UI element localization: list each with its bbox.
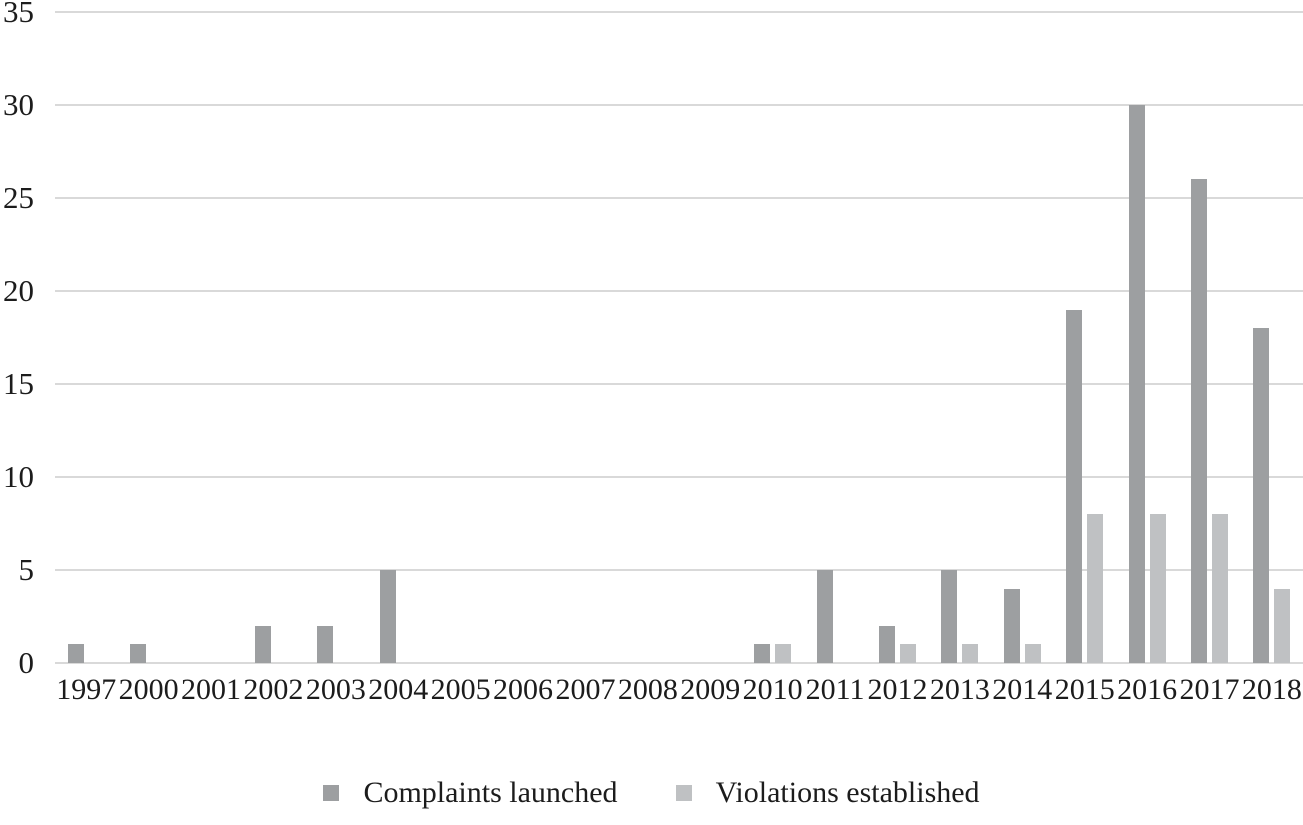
category-slot-2009 <box>679 12 741 663</box>
violations-bar-2012 <box>899 644 916 663</box>
complaints-bar-2014 <box>1003 588 1020 663</box>
legend-label-complaints: Complaints launched <box>363 776 618 809</box>
violations-bar-2014 <box>1024 644 1041 663</box>
category-slot-2004 <box>367 12 429 663</box>
x-tick-label-2010: 2010 <box>742 673 803 706</box>
complaints-bar-2002 <box>254 625 271 663</box>
category-slot-2016 <box>1116 12 1178 663</box>
category-slot-1997 <box>55 12 117 663</box>
complaints-bar-2013 <box>941 570 958 663</box>
gridline-10 <box>55 476 1303 478</box>
category-slot-2006 <box>492 12 554 663</box>
category-slot-2005 <box>429 12 491 663</box>
x-axis: 1997 2000 2001 2002 2003 2004 2005 2006 2007 2008… <box>55 672 1303 716</box>
x-tick-label-2004: 2004 <box>368 673 429 706</box>
complaints-bar-2017 <box>1191 179 1208 663</box>
category-slot-2015 <box>1054 12 1116 663</box>
x-tick-label-2015: 2015 <box>1054 673 1115 706</box>
x-tick-label-2012: 2012 <box>867 673 928 706</box>
gridline-35 <box>55 11 1303 13</box>
violations-bar-2010 <box>775 644 792 663</box>
complaints-bar-2012 <box>878 625 895 663</box>
x-tick-label-2002: 2002 <box>243 673 304 706</box>
gridline-0 <box>55 662 1303 664</box>
x-tick-label-2011: 2011 <box>805 673 865 706</box>
violations-swatch-icon <box>675 785 692 801</box>
y-tick-label-15: 15 <box>3 365 34 401</box>
y-axis: 0 5 10 15 20 25 30 35 <box>0 0 44 678</box>
x-tick-label-2018: 2018 <box>1241 673 1302 706</box>
complaints-bar-2018 <box>1253 328 1270 663</box>
category-slot-2011 <box>804 12 866 663</box>
complaints-bar-2010 <box>754 644 771 663</box>
category-slot-2014 <box>991 12 1053 663</box>
category-slot-2013 <box>929 12 991 663</box>
category-slot-2017 <box>1178 12 1240 663</box>
x-tick-label-2017: 2017 <box>1179 673 1240 706</box>
gridline-30 <box>55 104 1303 106</box>
complaints-swatch-icon <box>323 785 340 801</box>
category-slot-2012 <box>866 12 928 663</box>
gridline-15 <box>55 383 1303 385</box>
complaints-bar-2015 <box>1066 309 1083 663</box>
x-tick-label-2009: 2009 <box>680 673 741 706</box>
x-tick-label-2016: 2016 <box>1117 673 1178 706</box>
y-tick-label-10: 10 <box>3 458 34 494</box>
x-tick-label-2003: 2003 <box>305 673 366 706</box>
legend-label-violations: Violations established <box>715 776 980 809</box>
plot-area <box>55 11 1303 664</box>
legend-item-violations: Violations established <box>675 776 980 809</box>
gridline-20 <box>55 290 1303 292</box>
category-slot-2008 <box>617 12 679 663</box>
x-tick-label-2014: 2014 <box>992 673 1053 706</box>
y-tick-label-35: 35 <box>3 0 34 29</box>
violations-bar-2015 <box>1087 514 1104 663</box>
complaints-bar-1997 <box>67 644 84 663</box>
gridline-5 <box>55 569 1303 571</box>
category-slot-2001 <box>180 12 242 663</box>
x-tick-label-2007: 2007 <box>555 673 616 706</box>
category-slot-2007 <box>554 12 616 663</box>
complaints-bar-2003 <box>317 625 334 663</box>
violations-bar-2017 <box>1212 514 1229 663</box>
y-tick-label-20: 20 <box>3 272 34 308</box>
bars-layer <box>55 12 1303 663</box>
category-slot-2010 <box>741 12 803 663</box>
complaints-bar-2004 <box>379 570 396 663</box>
y-tick-label-30: 30 <box>3 86 34 122</box>
complaints-bar-2011 <box>816 570 833 663</box>
violations-bar-2018 <box>1274 588 1291 663</box>
category-slot-2002 <box>242 12 304 663</box>
violations-bar-2013 <box>962 644 979 663</box>
gridline-25 <box>55 197 1303 199</box>
legend: Complaints launched Violations establish… <box>0 778 1303 808</box>
y-tick-label-5: 5 <box>18 551 35 587</box>
y-tick-label-0: 0 <box>18 644 35 680</box>
category-slot-2003 <box>305 12 367 663</box>
complaints-bar-2000 <box>130 644 147 663</box>
complaints-bar-2016 <box>1128 105 1145 663</box>
x-tick-label-2006: 2006 <box>493 673 554 706</box>
x-tick-label-1997: 1997 <box>56 673 117 706</box>
x-tick-label-2001: 2001 <box>181 673 242 706</box>
y-tick-label-25: 25 <box>3 179 34 215</box>
x-tick-label-2000: 2000 <box>118 673 179 706</box>
violations-bar-2016 <box>1149 514 1166 663</box>
category-slot-2018 <box>1241 12 1303 663</box>
x-tick-label-2005: 2005 <box>430 673 491 706</box>
category-slot-2000 <box>117 12 179 663</box>
legend-item-complaints: Complaints launched <box>323 776 618 809</box>
x-tick-label-2013: 2013 <box>929 673 990 706</box>
x-tick-label-2008: 2008 <box>617 673 678 706</box>
